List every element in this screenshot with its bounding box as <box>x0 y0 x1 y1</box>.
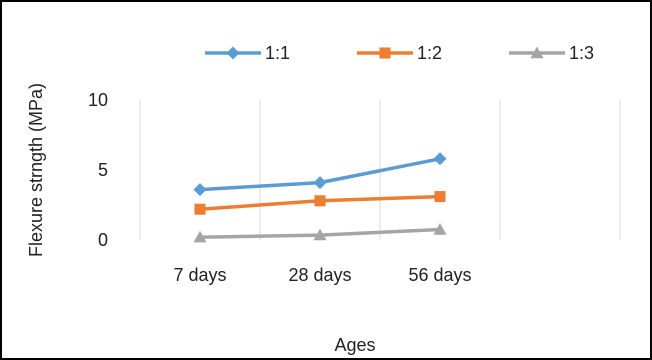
data-point <box>193 230 207 243</box>
series-layer <box>193 152 447 243</box>
y-tick-label: 5 <box>98 160 108 180</box>
data-point <box>314 195 326 207</box>
legend-item: 1:3 <box>509 43 594 63</box>
x-axis-label: Ages <box>334 335 375 355</box>
grid-lines <box>139 100 621 240</box>
data-point <box>313 176 327 190</box>
data-point <box>530 46 544 59</box>
data-point <box>433 223 447 235</box>
y-tick-label: 10 <box>88 90 108 110</box>
x-tick-label: 7 days <box>173 265 226 285</box>
y-axis-ticks: 0 5 10 <box>88 90 108 250</box>
data-point <box>434 191 446 203</box>
y-tick-label: 0 <box>98 230 108 250</box>
legend-item: 1:1 <box>205 43 290 63</box>
data-point <box>379 47 391 59</box>
x-tick-label: 28 days <box>288 265 351 285</box>
series-1-3 <box>193 223 447 243</box>
legend-label: 1:1 <box>265 43 290 63</box>
data-point <box>433 152 447 166</box>
data-point <box>193 183 207 197</box>
data-point <box>226 46 240 60</box>
data-point <box>194 203 206 215</box>
series-1-2 <box>194 191 446 215</box>
y-axis-label: Flexure strngth (MPa) <box>26 83 46 257</box>
x-tick-label: 56 days <box>408 265 471 285</box>
legend-label: 1:2 <box>417 43 442 63</box>
series-1-1 <box>193 152 447 197</box>
data-point <box>313 228 327 241</box>
legend-label: 1:3 <box>569 43 594 63</box>
x-axis-ticks: 7 days 28 days 56 days <box>173 265 471 285</box>
legend: 1:1 1:2 1:3 <box>205 43 594 63</box>
legend-item: 1:2 <box>357 43 442 63</box>
